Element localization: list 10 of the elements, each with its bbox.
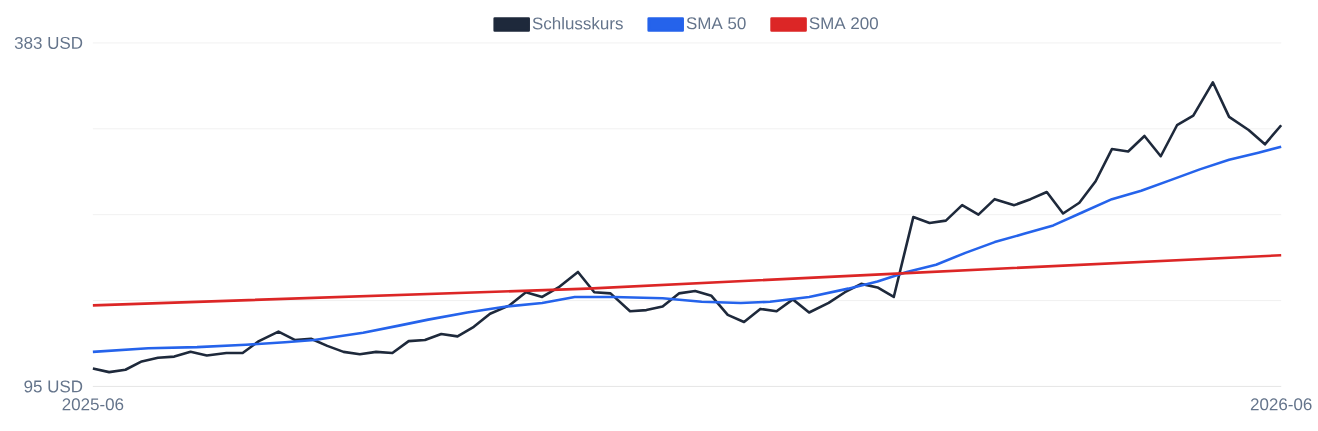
line-series: [91, 80, 1283, 374]
y-tick-label: 95 USD: [24, 380, 83, 393]
x-tick-label: 2026-06: [1250, 398, 1312, 411]
x-tick-label: 2025-06: [62, 398, 124, 411]
legend-label: Schlusskurs: [532, 16, 623, 30]
line-series: [91, 145, 1283, 353]
legend-label: SMA 50: [686, 17, 746, 30]
legend-label: SMA 200: [809, 17, 878, 30]
line-series: [91, 253, 1283, 307]
y-tick-label: 383 USD: [14, 36, 83, 49]
